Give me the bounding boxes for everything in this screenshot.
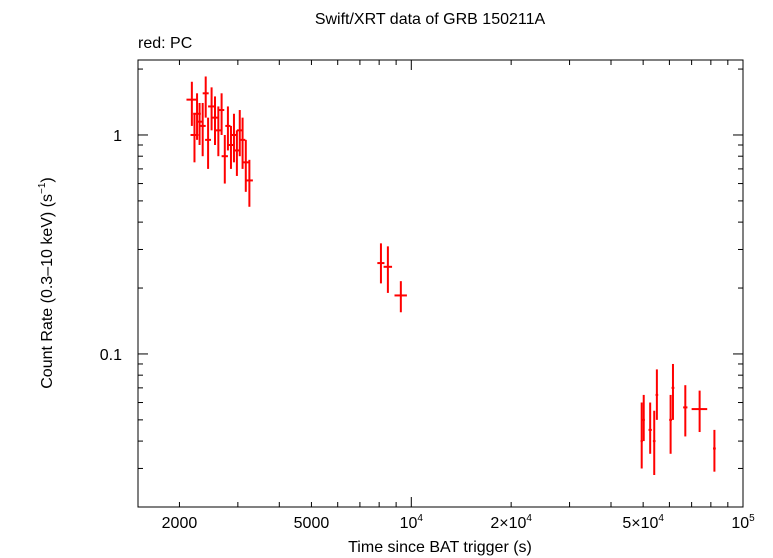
data-point [205, 117, 212, 169]
data-point [245, 159, 253, 207]
data-point [218, 93, 225, 135]
data-point [215, 106, 222, 157]
y-axis-label-sup: −1 [37, 182, 48, 194]
data-point [655, 369, 659, 420]
data-point [242, 139, 249, 192]
x-tick-label: 2000 [162, 515, 198, 532]
data-point [652, 410, 656, 476]
data-point [394, 281, 407, 313]
chart-title: Swift/XRT data of GRB 150211A [315, 11, 546, 28]
chart-subtitle: red: PC [138, 35, 192, 52]
y-tick-label: 1 [113, 128, 122, 145]
data-point [231, 113, 237, 163]
data-point [683, 385, 688, 437]
y-tick-labels: 10.1 [100, 128, 122, 364]
data-point [648, 402, 652, 454]
x-tick-label: 5×104 [622, 513, 664, 532]
data-point [199, 102, 206, 157]
data-point [228, 125, 234, 169]
y-axis-label-main: Count Rate (0.3–10 keV) (s [39, 194, 56, 389]
data-point [208, 87, 216, 131]
data-point [642, 394, 645, 442]
x-tick-labels: 2000 5000 104 2×104 5×104 105 [162, 513, 755, 532]
data-point [211, 96, 219, 145]
y-tick-label: 0.1 [100, 347, 122, 364]
data-point [377, 243, 385, 284]
y-axis-label: Count Rate (0.3–10 keV) (s−1) [37, 177, 56, 389]
axis-ticks [138, 60, 744, 508]
data-point [202, 76, 209, 118]
x-tick-label: 105 [731, 513, 755, 532]
x-tick-label: 104 [400, 513, 424, 532]
data-point [186, 81, 198, 126]
data-point [691, 390, 708, 433]
data-point [225, 106, 231, 151]
data-point [640, 402, 643, 469]
data-point [671, 363, 675, 420]
data-point [234, 130, 240, 176]
data-point [239, 117, 246, 169]
data-point [383, 246, 393, 293]
data-point [712, 429, 716, 472]
data-series-pc [186, 76, 716, 476]
y-axis-label-end: ) [39, 177, 56, 182]
data-point [221, 134, 228, 184]
x-axis-label: Time since BAT trigger (s) [348, 539, 532, 556]
data-point [196, 102, 203, 145]
x-tick-label: 2×104 [490, 513, 532, 532]
plot-frame [137, 59, 744, 508]
x-tick-label: 5000 [294, 515, 330, 532]
data-point [669, 394, 673, 454]
